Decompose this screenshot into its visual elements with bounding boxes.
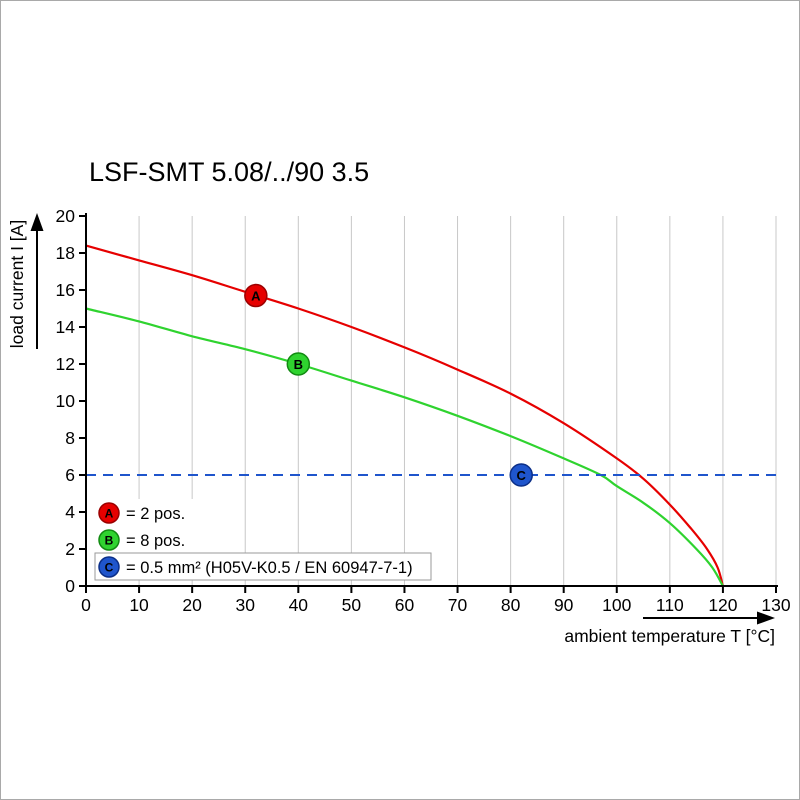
curve-marker-letter: C [517,468,527,483]
legend-item-A: A = 2 pos. [95,499,199,526]
legend-item-bg [94,552,432,581]
curve-B [85,307,724,587]
x-axis-arrowhead [757,611,775,625]
y-tick-label-0: 0 [65,576,75,596]
legend-marker-A-icon [98,502,120,524]
y-tick-label-12: 12 [56,354,75,374]
x-tick-label-60: 60 [395,595,415,615]
y-tick-label-14: 14 [56,317,76,337]
curve-marker-A: A [244,283,268,308]
x-axis-arrow [643,611,775,625]
y-tick-label-16: 16 [56,280,75,300]
legend-label: = 0.5 mm² (H05V-K0.5 / EN 60947-7-1) [126,559,413,577]
curve-marker-C-icon [509,463,533,487]
legend-marker-letter: A [105,507,114,521]
x-tick-label-40: 40 [289,595,309,615]
legend-item-B: B = 8 pos. [95,526,199,553]
y-tick-label-18: 18 [56,243,75,263]
legend-marker-letter: B [105,534,114,548]
legend-label: = 2 pos. [126,505,185,523]
y-tick-label-2: 2 [65,539,75,559]
y-axis-label: load current I [A] [7,220,27,348]
axes [79,213,778,593]
legend-label: = 8 pos. [126,532,185,550]
y-tick-label-10: 10 [56,391,76,411]
y-axis-arrowhead [30,213,44,231]
curve-marker-letter: B [294,357,303,372]
x-tick-label-90: 90 [554,595,574,615]
gridlines [138,216,777,586]
x-tick-label-70: 70 [448,595,468,615]
y-tick-label-8: 8 [65,428,75,448]
x-tick-label-100: 100 [602,595,631,615]
y-tick-label-6: 6 [65,465,75,485]
curve-marker-A-icon [244,283,268,308]
curve-A [85,244,724,587]
x-axis-label: ambient temperature T [°C] [564,626,775,646]
legend-marker-C-icon [98,556,120,578]
curve-markers: A B C [244,283,533,487]
series-curves [85,244,776,587]
x-tick-label-20: 20 [182,595,202,615]
chart-title: LSF-SMT 5.08/../90 3.5 [89,157,370,187]
legend-marker-B-icon [98,529,120,551]
y-axis-arrow [30,213,44,349]
legend: A = 2 pos. B = 8 pos. C = 0.5 mm² (H05V-K0.5 … [94,499,432,581]
tick-labels: 0 2 4 6 8 10 12 14 16 18 20 0 10 20 30 40 50 60 70 80 90 100 1… [56,206,791,615]
x-tick-label-110: 110 [656,595,684,615]
x-tick-label-130: 130 [761,595,790,615]
curve-marker-B-icon [286,352,311,376]
curve-marker-B: B [286,352,311,376]
x-tick-label-50: 50 [342,595,362,615]
y-tick-label-4: 4 [65,502,75,522]
x-tick-label-30: 30 [235,595,255,615]
y-tick-label-20: 20 [56,206,76,226]
x-tick-label-0: 0 [81,595,91,615]
legend-marker-letter: C [105,561,114,575]
curve-marker-letter: A [251,288,261,303]
x-tick-label-80: 80 [501,595,521,615]
legend-item-C: C = 0.5 mm² (H05V-K0.5 / EN 60947-7-1) [94,552,432,581]
curve-marker-C: C [509,463,533,487]
x-tick-label-10: 10 [129,595,149,615]
x-tick-label-120: 120 [708,595,737,615]
